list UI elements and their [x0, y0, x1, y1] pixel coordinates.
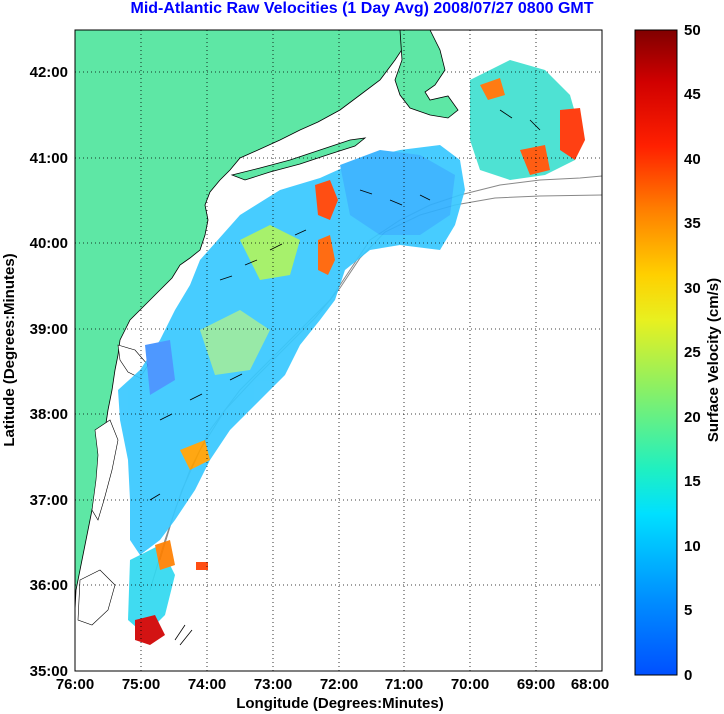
x-tick-label: 76:00	[56, 676, 94, 693]
x-tick-label: 68:00	[571, 676, 609, 693]
y-axis-label: Latitude (Degrees:Minutes)	[1, 253, 18, 446]
y-tick-label: 41:00	[30, 150, 68, 167]
cape-cod	[394, 30, 459, 119]
y-tick-label: 39:00	[30, 321, 68, 338]
long-island	[230, 137, 367, 181]
x-axis: 76:00 75:00 74:00 73:00 72:00 71:00 70:0…	[56, 676, 609, 712]
y-tick-label: 37:00	[30, 492, 68, 509]
colorbar-tick: 35	[684, 215, 701, 232]
x-tick-label: 73:00	[254, 676, 292, 693]
plot-border	[74, 29, 603, 672]
colorbar-tick: 15	[684, 473, 701, 490]
chesapeake-bay	[91, 419, 119, 521]
colorbar-tick: 10	[684, 538, 701, 555]
y-tick-label: 36:00	[30, 577, 68, 594]
colorbar-tick: 40	[684, 151, 701, 168]
colorbar-tick: 25	[684, 344, 701, 361]
x-tick-label: 71:00	[385, 676, 423, 693]
y-tick-label: 42:00	[30, 64, 68, 81]
colorbar-tick: 50	[684, 22, 701, 39]
velocity-field	[118, 60, 585, 645]
colorbar-tick: 5	[684, 602, 692, 619]
x-tick-label: 74:00	[188, 676, 226, 693]
plot-title: Mid-Atlantic Raw Velocities (1 Day Avg) …	[130, 0, 594, 17]
colorbar-tick: 30	[684, 280, 701, 297]
y-tick-label: 40:00	[30, 235, 68, 252]
colorbar-tick: 0	[684, 667, 692, 684]
colorbar-tick: 20	[684, 409, 701, 426]
x-axis-label: Longitude (Degrees:Minutes)	[236, 695, 444, 712]
x-tick-label: 75:00	[122, 676, 160, 693]
colorbar-gradient	[634, 29, 678, 676]
y-tick-label: 38:00	[30, 406, 68, 423]
x-tick-label: 70:00	[451, 676, 489, 693]
x-tick-label: 69:00	[517, 676, 555, 693]
colorbar-label: Surface Velocity (cm/s)	[705, 278, 722, 442]
colorbar: 50 45 40 35 30 25 20 15 10 5 0 Surface V…	[634, 22, 722, 684]
x-tick-label: 72:00	[320, 676, 358, 693]
y-axis: 42:00 41:00 40:00 39:00 38:00 37:00 36:0…	[1, 64, 68, 680]
grid-lines	[75, 30, 602, 671]
colorbar-tick: 45	[684, 86, 701, 103]
y-tick-label: 35:00	[30, 663, 68, 680]
velocity-vectors	[149, 109, 541, 646]
pamlico-sound	[77, 569, 116, 626]
